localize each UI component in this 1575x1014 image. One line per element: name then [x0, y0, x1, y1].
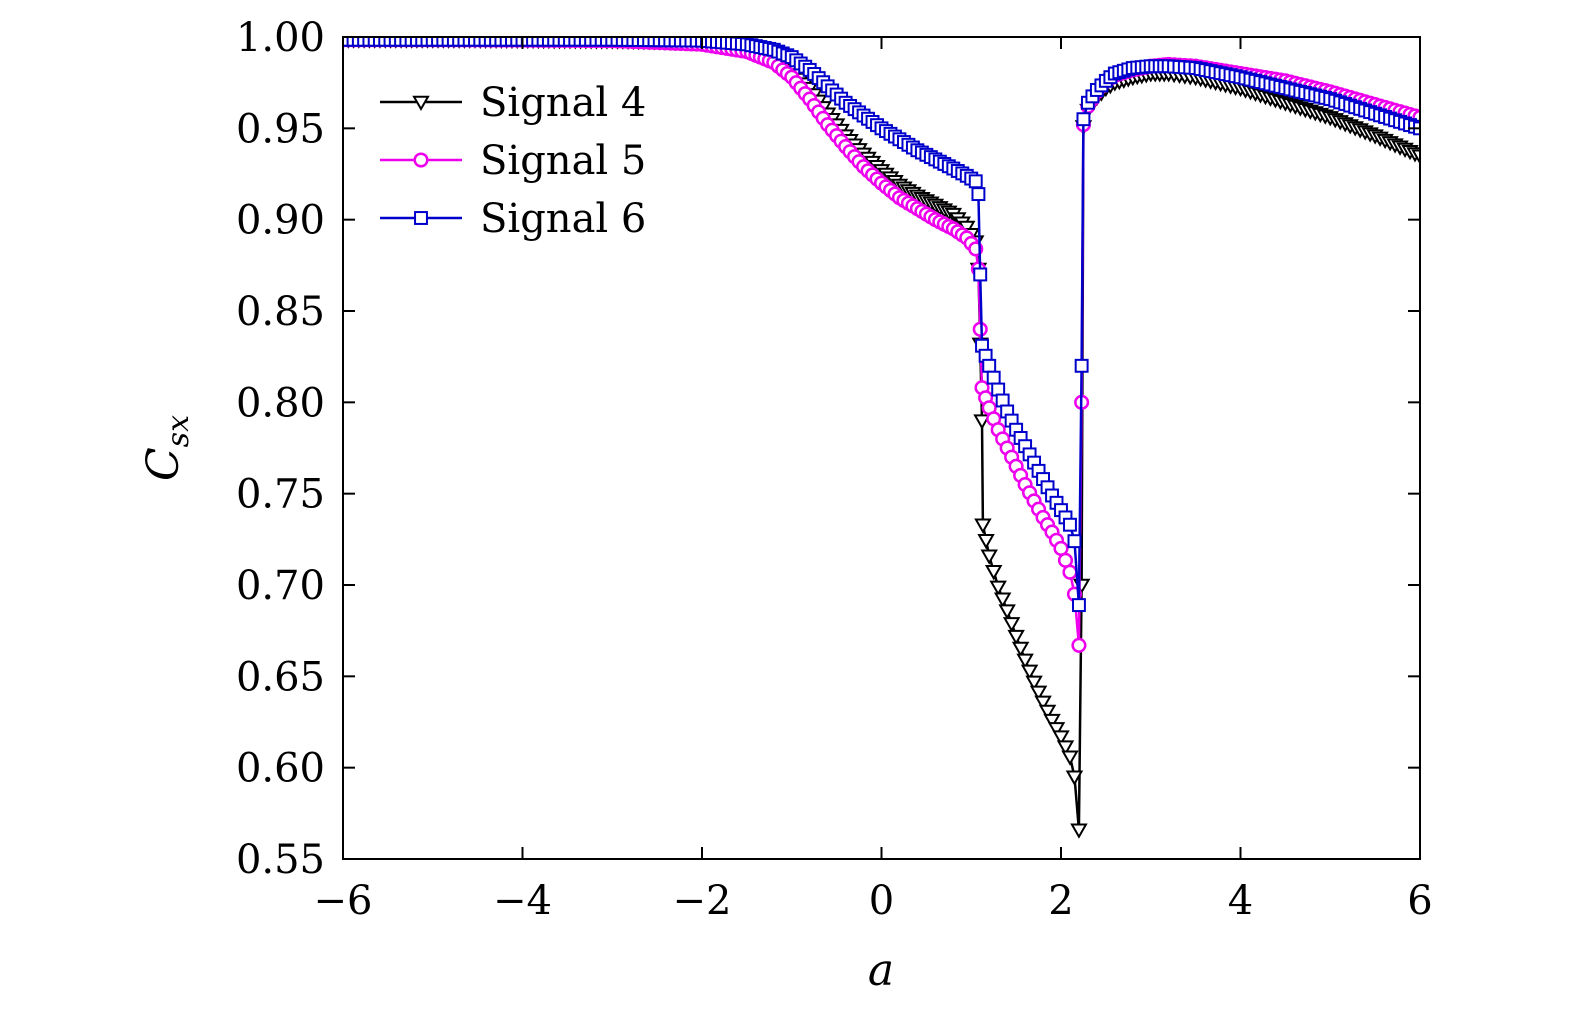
x-tick-label: −6	[314, 878, 373, 924]
y-tick-label: 0.70	[236, 563, 325, 609]
data-point	[968, 174, 983, 189]
legend-item: Signal 5	[380, 138, 646, 184]
data-point	[1056, 740, 1075, 756]
x-tick-label: 4	[1228, 878, 1253, 924]
x-tick-label: 0	[869, 878, 894, 924]
series-6	[343, 37, 1420, 613]
series-markers	[343, 37, 1420, 613]
y-axis-title-main: C	[138, 447, 189, 481]
data-point	[1074, 358, 1089, 373]
legend-marker	[412, 95, 430, 112]
data-point	[1002, 617, 1021, 633]
data-point	[1072, 598, 1086, 613]
data-point	[984, 565, 1003, 581]
y-tick-label: 0.85	[236, 289, 325, 335]
data-point	[989, 580, 1007, 596]
legend-marker	[413, 152, 429, 168]
data-point	[1065, 770, 1084, 786]
data-point	[986, 370, 1001, 385]
data-point	[1011, 641, 1030, 658]
y-tick-label: 0.80	[236, 380, 325, 426]
data-point	[980, 549, 998, 565]
data-point	[1070, 823, 1088, 839]
x-tick-label: −4	[493, 878, 552, 924]
legend-item: Signal 6	[380, 196, 646, 242]
x-tick-label: 6	[1407, 878, 1432, 924]
data-point	[998, 604, 1016, 620]
legend-label: Signal 4	[480, 80, 646, 126]
data-point	[1047, 722, 1066, 738]
y-tick-label: 1.00	[236, 15, 325, 61]
data-point	[973, 414, 991, 430]
data-point	[974, 518, 992, 534]
data-point	[1020, 664, 1039, 680]
x-axis: −6 −4 −2 0 2 4 6	[314, 37, 1433, 924]
data-point	[1076, 112, 1091, 127]
y-tick-label: 0.95	[236, 106, 325, 152]
data-point	[982, 358, 997, 373]
legend-item: Signal 4	[380, 80, 646, 126]
data-point	[1029, 685, 1048, 701]
data-point	[1067, 534, 1082, 549]
series-layer	[343, 37, 1420, 839]
x-tick-label: 2	[1048, 878, 1073, 924]
legend-marker	[414, 211, 428, 225]
data-point	[977, 533, 995, 550]
data-point	[1038, 704, 1057, 721]
legend: Signal 4 Signal 5 Signal 6	[380, 80, 646, 242]
x-axis-title: a	[868, 945, 894, 996]
data-point	[1052, 730, 1070, 746]
x-tick-label: −2	[673, 878, 732, 924]
data-point	[1043, 713, 1061, 730]
y-tick-label: 0.55	[236, 837, 325, 883]
data-point	[1025, 675, 1043, 691]
data-point	[1034, 695, 1052, 711]
data-point	[1062, 564, 1078, 580]
y-axis-title: Csx	[138, 415, 196, 481]
data-point	[993, 592, 1012, 608]
y-tick-label: 0.75	[236, 472, 325, 518]
data-point	[1061, 750, 1079, 766]
y-tick-label: 0.65	[236, 654, 325, 700]
data-point	[1071, 637, 1087, 653]
data-point	[1063, 517, 1077, 532]
data-point	[971, 187, 986, 202]
data-point	[1411, 149, 1420, 165]
legend-label: Signal 6	[480, 196, 646, 242]
y-tick-label: 0.60	[236, 746, 325, 792]
y-axis: 0.55 0.60 0.65 0.70 0.75 0.80 0.85 0.90 0.95 1.00	[236, 15, 1420, 883]
y-axis-title-sub: sx	[161, 415, 196, 447]
data-point	[1016, 653, 1034, 669]
legend-label: Signal 5	[480, 138, 646, 184]
data-point	[973, 267, 988, 282]
data-point	[1007, 629, 1025, 646]
y-tick-label: 0.90	[236, 198, 325, 244]
